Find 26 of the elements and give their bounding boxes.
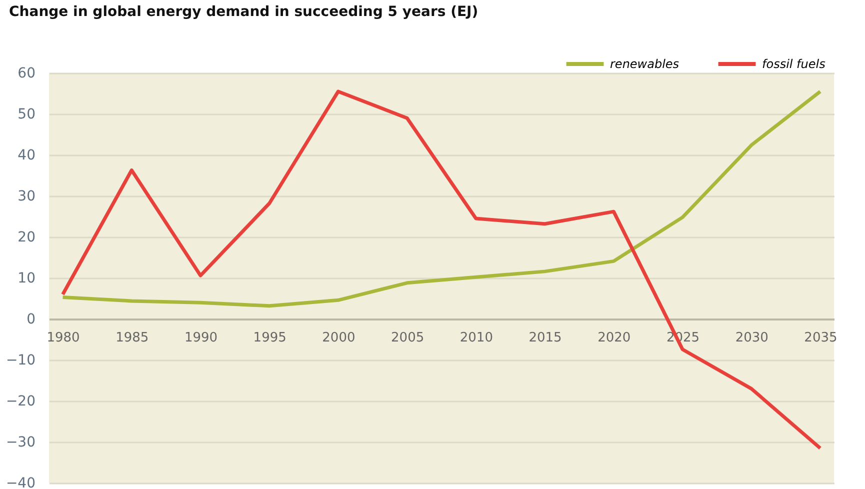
legend-label: renewables [610, 57, 680, 71]
y-tick-label: 20 [18, 230, 36, 246]
x-tick-label: 2030 [735, 330, 768, 346]
x-tick-label: 2015 [528, 330, 562, 346]
y-tick-label: 10 [18, 270, 36, 286]
y-tick-label: −10 [6, 352, 36, 368]
y-tick-label: 30 [18, 188, 36, 204]
line-series [61, 90, 822, 308]
x-tick-label: 2010 [460, 330, 493, 346]
x-tick-label: 2020 [598, 330, 631, 346]
y-tick-label: −20 [6, 394, 36, 410]
x-tick-label: 1980 [46, 330, 80, 346]
y-tick-label: 40 [18, 148, 36, 164]
y-tick-label: 60 [18, 66, 36, 82]
y-tick-label: 0 [26, 312, 36, 328]
x-tick-label: 1990 [184, 330, 218, 346]
x-tick-label: 1985 [116, 330, 149, 346]
chart-title: Change in global energy demand in succeeding 5 years (EJ) [9, 4, 478, 20]
x-tick-label: 2005 [391, 330, 424, 346]
x-tick-label: 2035 [804, 330, 838, 346]
y-tick-label: −30 [6, 434, 36, 450]
y-tick-label: 50 [18, 106, 36, 122]
y-tick-label: −40 [6, 476, 36, 489]
x-tick-label: 1995 [253, 330, 286, 346]
legend-label: fossil fuels [762, 57, 826, 71]
x-tick-label: 2000 [322, 330, 356, 346]
